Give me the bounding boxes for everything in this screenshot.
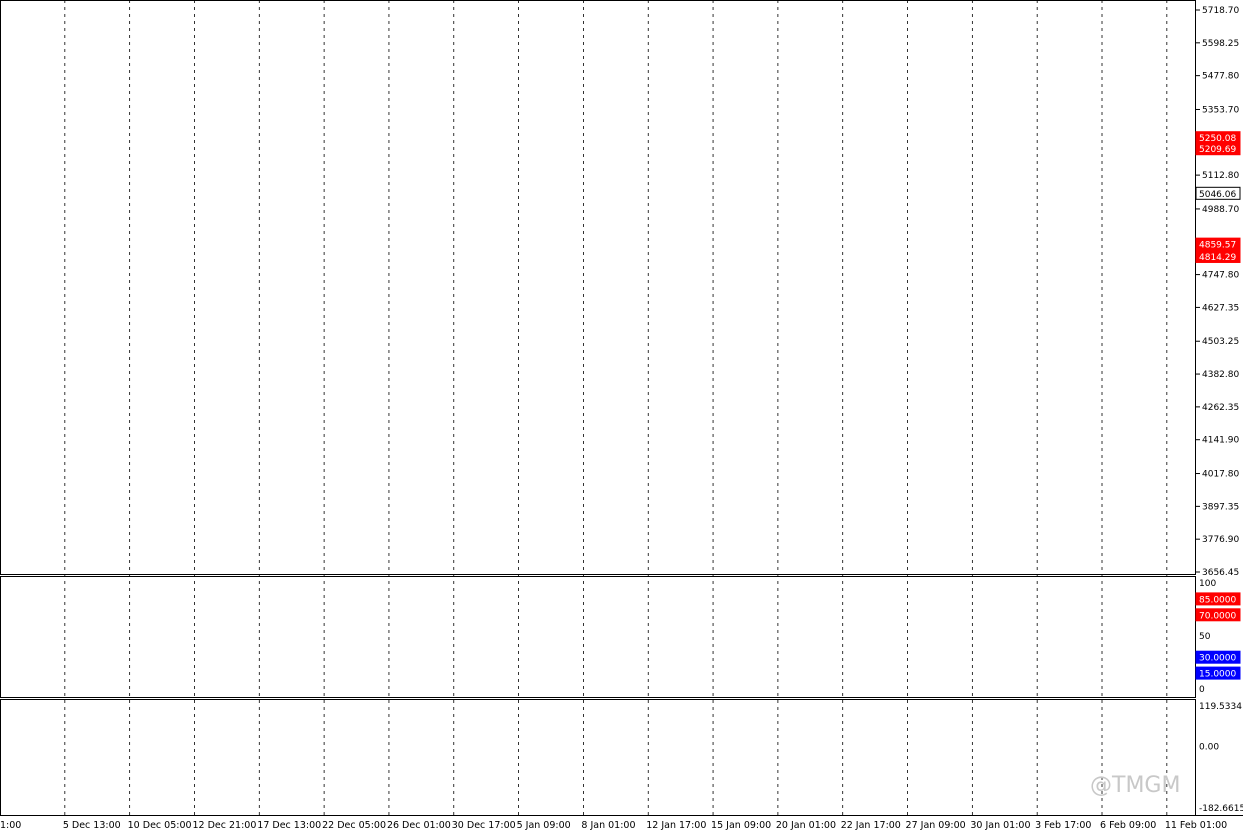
osc-level-label: 15.0000 bbox=[1199, 670, 1236, 680]
panel-border-0 bbox=[0, 0, 1196, 575]
watermark-text: @TMGM bbox=[1090, 773, 1180, 798]
y-tick-label: 4262.35 bbox=[1202, 403, 1239, 413]
y-tick-label: 3897.35 bbox=[1202, 502, 1239, 512]
price-level-label: 5046.06 bbox=[1199, 190, 1236, 200]
x-tick-label: 3 Feb 17:00 bbox=[1035, 820, 1091, 831]
osc-level-tag bbox=[1195, 592, 1241, 606]
macd-y-label: 119.5334 bbox=[1199, 702, 1242, 712]
osc-level-tag bbox=[1195, 650, 1241, 664]
x-tick-label: 26 Dec 01:00 bbox=[387, 820, 451, 831]
panel-border-1 bbox=[0, 576, 1196, 698]
price-level-label: 4859.57 bbox=[1199, 241, 1236, 251]
x-tick-label: 8 Jan 01:00 bbox=[581, 820, 635, 831]
y-tick-label: 3776.90 bbox=[1202, 535, 1239, 545]
x-tick-label: 20 Jan 01:00 bbox=[776, 820, 836, 831]
x-tick-label: 6 Feb 09:00 bbox=[1100, 820, 1156, 831]
y-tick-label: 5112.80 bbox=[1202, 171, 1239, 181]
y-tick-label: 4503.25 bbox=[1202, 337, 1239, 347]
y-tick-label: 5353.70 bbox=[1202, 105, 1239, 115]
x-tick-label: 1:00 bbox=[0, 820, 21, 831]
y-tick-label: 4382.80 bbox=[1202, 370, 1239, 380]
x-tick-label: 5 Dec 13:00 bbox=[63, 820, 121, 831]
osc-y-label: 100 bbox=[1199, 579, 1216, 589]
x-tick-label: 30 Jan 01:00 bbox=[970, 820, 1030, 831]
y-tick-label: 5477.80 bbox=[1202, 72, 1239, 82]
x-tick-label: 15 Jan 09:00 bbox=[711, 820, 771, 831]
x-tick-label: 22 Dec 05:00 bbox=[322, 820, 386, 831]
y-tick-label: 4141.90 bbox=[1202, 436, 1239, 446]
price-level-label: 5250.08 bbox=[1199, 134, 1236, 144]
x-tick-label: 10 Dec 05:00 bbox=[128, 820, 192, 831]
x-tick-label: 22 Jan 17:00 bbox=[841, 820, 901, 831]
x-tick-label: 30 Dec 17:00 bbox=[452, 820, 516, 831]
price-level-label: 5209.69 bbox=[1199, 145, 1236, 155]
x-tick-label: 12 Dec 21:00 bbox=[192, 820, 256, 831]
osc-level-tag bbox=[1195, 666, 1241, 680]
osc-y-label: 50 bbox=[1199, 632, 1211, 642]
y-tick-label: 4627.35 bbox=[1202, 303, 1239, 313]
osc-level-tag bbox=[1195, 608, 1241, 622]
x-tick-label: 27 Jan 09:00 bbox=[906, 820, 966, 831]
price-level-tag bbox=[1195, 249, 1241, 263]
osc-level-label: 30.0000 bbox=[1199, 654, 1236, 664]
macd-y-label: 0.00 bbox=[1199, 742, 1219, 752]
y-tick-label: 5718.70 bbox=[1202, 6, 1239, 16]
y-tick-label: 4988.70 bbox=[1202, 205, 1239, 215]
price-level-tag bbox=[1195, 186, 1241, 200]
price-level-label: 4814.29 bbox=[1199, 253, 1236, 263]
y-tick-label: 4747.80 bbox=[1202, 271, 1239, 281]
macd-y-label: -182.6615 bbox=[1199, 804, 1243, 814]
y-tick-label: 4017.80 bbox=[1202, 470, 1239, 480]
y-tick-label: 3656.45 bbox=[1202, 568, 1239, 578]
price-level-tag bbox=[1195, 142, 1241, 156]
x-tick-label: 17 Dec 13:00 bbox=[257, 820, 321, 831]
x-tick-label: 12 Jan 17:00 bbox=[646, 820, 706, 831]
y-tick-label: 5598.25 bbox=[1202, 39, 1239, 49]
x-tick-label: 5 Jan 09:00 bbox=[517, 820, 571, 831]
osc-level-label: 70.0000 bbox=[1199, 611, 1236, 621]
osc-y-label: 0 bbox=[1199, 685, 1205, 695]
osc-level-label: 85.0000 bbox=[1199, 595, 1236, 605]
x-tick-label: 11 Feb 01:00 bbox=[1165, 820, 1227, 831]
